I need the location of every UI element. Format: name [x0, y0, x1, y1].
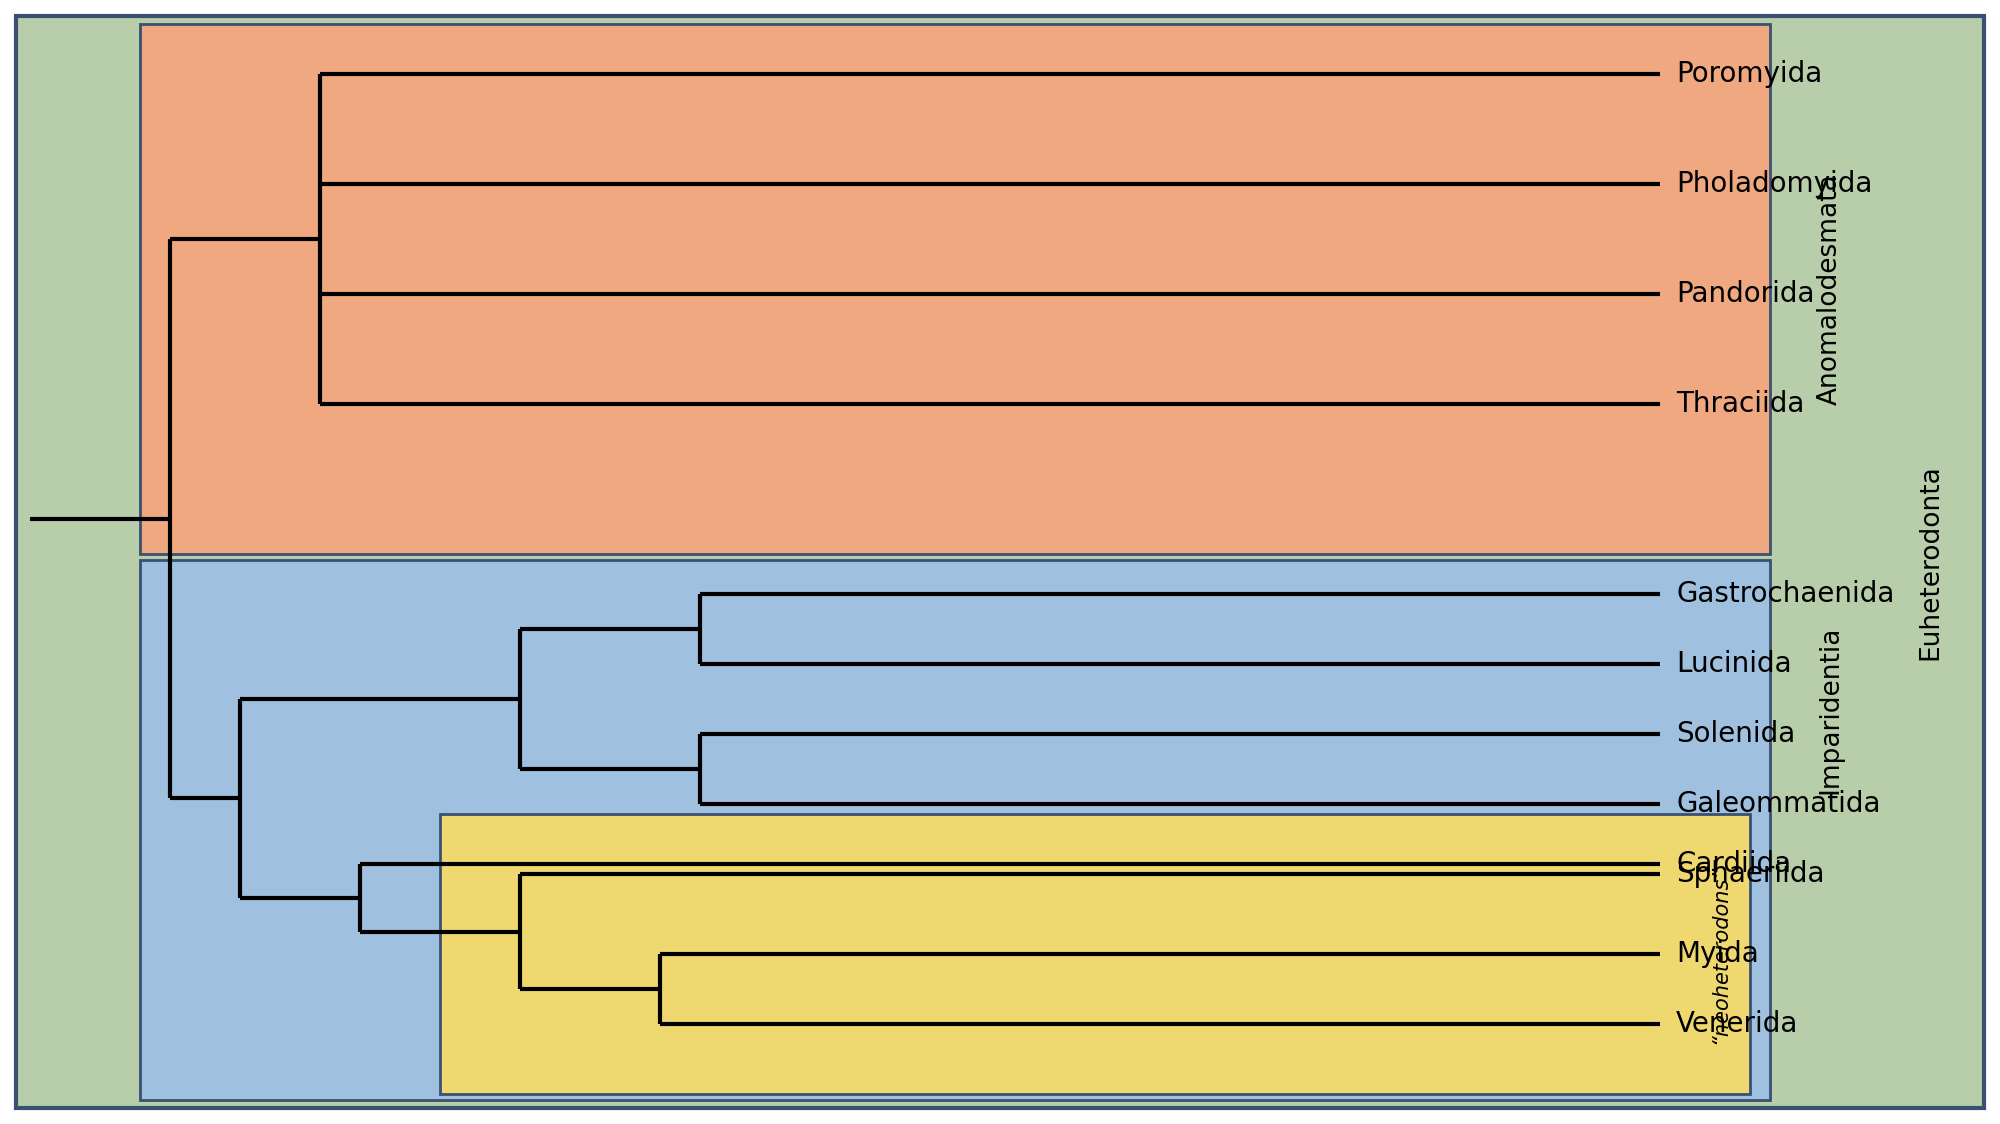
- Bar: [140, 24, 1770, 554]
- Bar: [440, 814, 1750, 1094]
- Text: Galeommatida: Galeommatida: [1676, 790, 1880, 818]
- Text: Cardiida: Cardiida: [1676, 850, 1792, 878]
- Text: Pandorida: Pandorida: [1676, 280, 1814, 308]
- Text: Pholadomyida: Pholadomyida: [1676, 170, 1872, 198]
- Bar: [140, 560, 1770, 1100]
- Text: Venerida: Venerida: [1676, 1010, 1798, 1037]
- Text: Anomalodesmata: Anomalodesmata: [1816, 173, 1844, 405]
- Text: “neoheterodons”: “neoheterodons”: [1710, 864, 1730, 1043]
- Text: Myida: Myida: [1676, 940, 1758, 968]
- Text: Lucinida: Lucinida: [1676, 650, 1792, 678]
- Text: Poromyida: Poromyida: [1676, 60, 1822, 88]
- Text: Sphaeriida: Sphaeriida: [1676, 860, 1824, 888]
- Text: Thraciida: Thraciida: [1676, 390, 1804, 418]
- Text: Gastrochaenida: Gastrochaenida: [1676, 580, 1894, 608]
- Text: Imparidentia: Imparidentia: [1816, 626, 1844, 795]
- Text: Euheterodonta: Euheterodonta: [1916, 464, 1944, 660]
- Text: Solenida: Solenida: [1676, 720, 1796, 747]
